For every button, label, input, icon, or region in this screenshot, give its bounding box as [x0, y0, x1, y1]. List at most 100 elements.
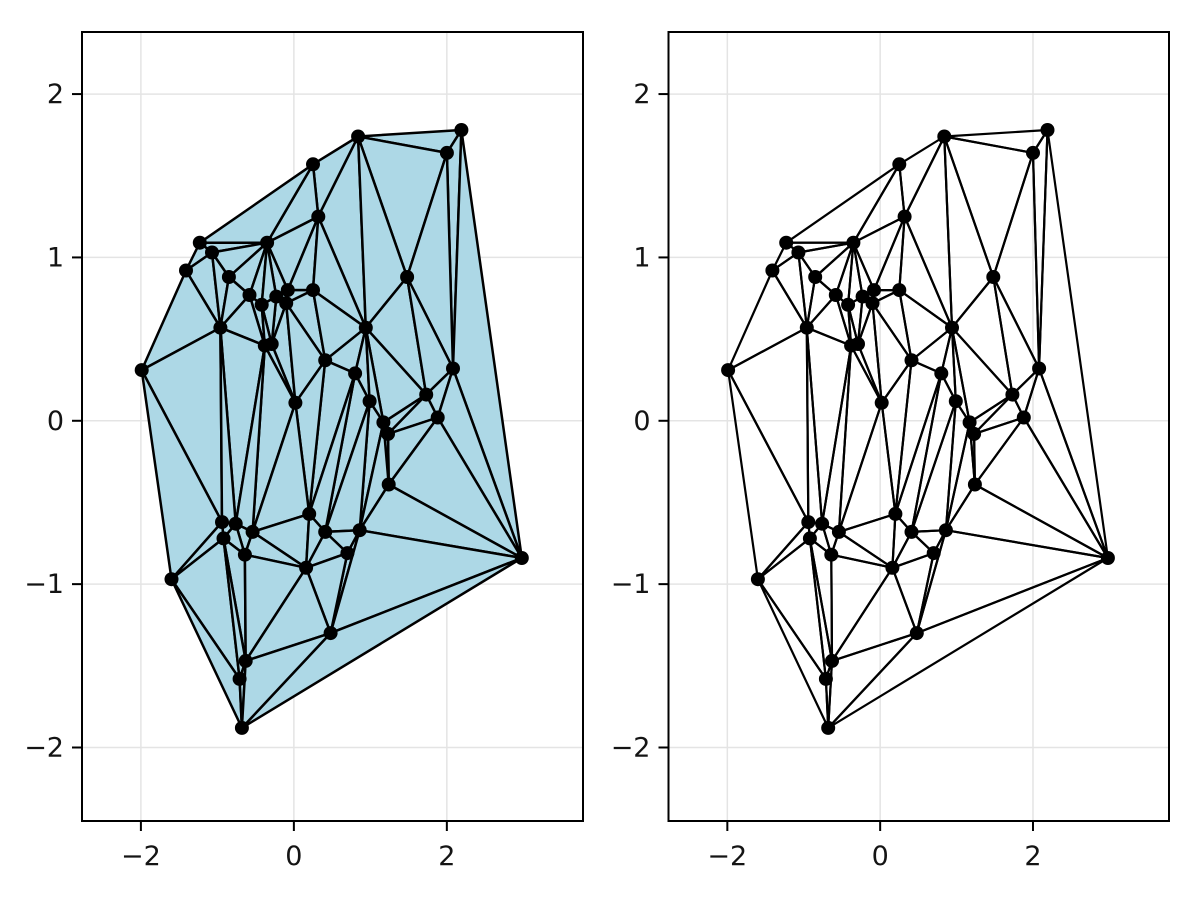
data-point — [828, 288, 843, 302]
data-point — [801, 515, 816, 530]
data-point — [802, 531, 817, 546]
data-point — [439, 145, 454, 160]
data-point — [799, 320, 814, 335]
mesh-triangle — [837, 401, 897, 534]
data-point — [824, 547, 839, 562]
data-point — [967, 426, 982, 441]
data-point — [514, 551, 529, 565]
mesh-triangle — [240, 631, 332, 730]
mesh-triangle — [1037, 128, 1110, 560]
x-tick-label: 2 — [1024, 841, 1041, 872]
mesh-triangle — [726, 269, 808, 372]
data-point — [352, 523, 367, 538]
data-point — [221, 270, 236, 284]
mesh-triangle — [726, 326, 810, 524]
x-tick-label: 2 — [438, 841, 455, 872]
data-point — [962, 415, 977, 430]
data-point — [279, 296, 294, 311]
data-point — [299, 560, 314, 575]
data-point — [205, 245, 219, 260]
data-point — [846, 235, 861, 250]
right-panel-wireframe-mesh: −2 0 2 −2 −1 0 1 2 — [611, 31, 1170, 872]
data-point — [306, 283, 320, 298]
mesh-triangle — [973, 416, 1110, 560]
data-point — [844, 338, 859, 353]
x-tick-label: −2 — [121, 841, 161, 872]
data-point — [885, 560, 900, 575]
data-point — [381, 426, 395, 441]
mesh-triangle — [944, 483, 1110, 560]
data-point — [238, 653, 253, 668]
data-point — [318, 524, 333, 539]
data-point — [909, 626, 924, 641]
data-point — [446, 361, 460, 376]
y-tick-label: −1 — [24, 569, 64, 600]
data-point — [269, 289, 284, 304]
data-point — [134, 363, 149, 378]
data-point — [228, 516, 243, 531]
data-point — [318, 353, 333, 368]
data-point — [215, 515, 229, 530]
vertex-markers — [721, 123, 1115, 735]
triangulation-mesh — [140, 128, 524, 730]
data-point — [841, 297, 856, 312]
data-point — [351, 129, 366, 144]
data-point — [986, 270, 1001, 284]
data-point — [967, 477, 982, 492]
data-point — [358, 320, 373, 335]
data-point — [257, 338, 272, 353]
data-point — [938, 523, 953, 538]
mesh-triangle — [915, 529, 1110, 635]
data-point — [164, 572, 179, 587]
data-point — [232, 671, 247, 686]
mesh-triangle — [805, 326, 824, 525]
data-point — [1040, 123, 1055, 137]
left-panel-filled-mesh: −2 0 2 −2 −1 0 1 2 — [24, 31, 584, 872]
data-point — [381, 477, 396, 492]
data-point — [821, 720, 836, 735]
data-point — [948, 394, 963, 409]
data-point — [1016, 410, 1031, 425]
mesh-triangle — [837, 512, 897, 569]
mesh-triangle — [943, 135, 1035, 279]
y-tick-label: 0 — [633, 406, 650, 437]
data-point — [1032, 361, 1047, 376]
mesh-triangle — [992, 275, 1041, 396]
axis-spine-box — [667, 31, 1170, 822]
data-point — [897, 209, 912, 224]
data-point — [721, 363, 736, 378]
mesh-triangle — [827, 631, 918, 730]
data-point — [245, 524, 260, 539]
mesh-triangle — [943, 135, 995, 329]
data-point — [311, 209, 326, 224]
data-point — [865, 296, 880, 311]
data-point — [302, 506, 317, 521]
data-point — [831, 524, 846, 539]
data-point — [888, 506, 903, 521]
triangulation-mesh — [726, 128, 1110, 730]
mesh-triangle — [814, 241, 855, 297]
data-point — [306, 157, 320, 172]
y-tick-label: 1 — [47, 242, 64, 273]
data-point — [765, 263, 780, 278]
y-tick-label: −1 — [611, 569, 651, 600]
mesh-triangle — [891, 512, 913, 569]
data-point — [937, 129, 952, 144]
mesh-triangle — [756, 537, 828, 681]
data-point — [818, 671, 833, 686]
data-point — [808, 270, 823, 284]
data-point — [179, 263, 193, 278]
data-point — [213, 320, 228, 335]
data-point — [934, 366, 949, 381]
data-point — [892, 157, 907, 172]
data-point — [1100, 551, 1115, 565]
data-point — [234, 720, 249, 735]
x-tick-label: 0 — [872, 841, 889, 872]
data-point — [945, 320, 959, 335]
data-point — [260, 235, 275, 250]
mesh-triangle — [992, 151, 1041, 370]
data-point — [825, 653, 839, 668]
data-point — [340, 546, 355, 561]
